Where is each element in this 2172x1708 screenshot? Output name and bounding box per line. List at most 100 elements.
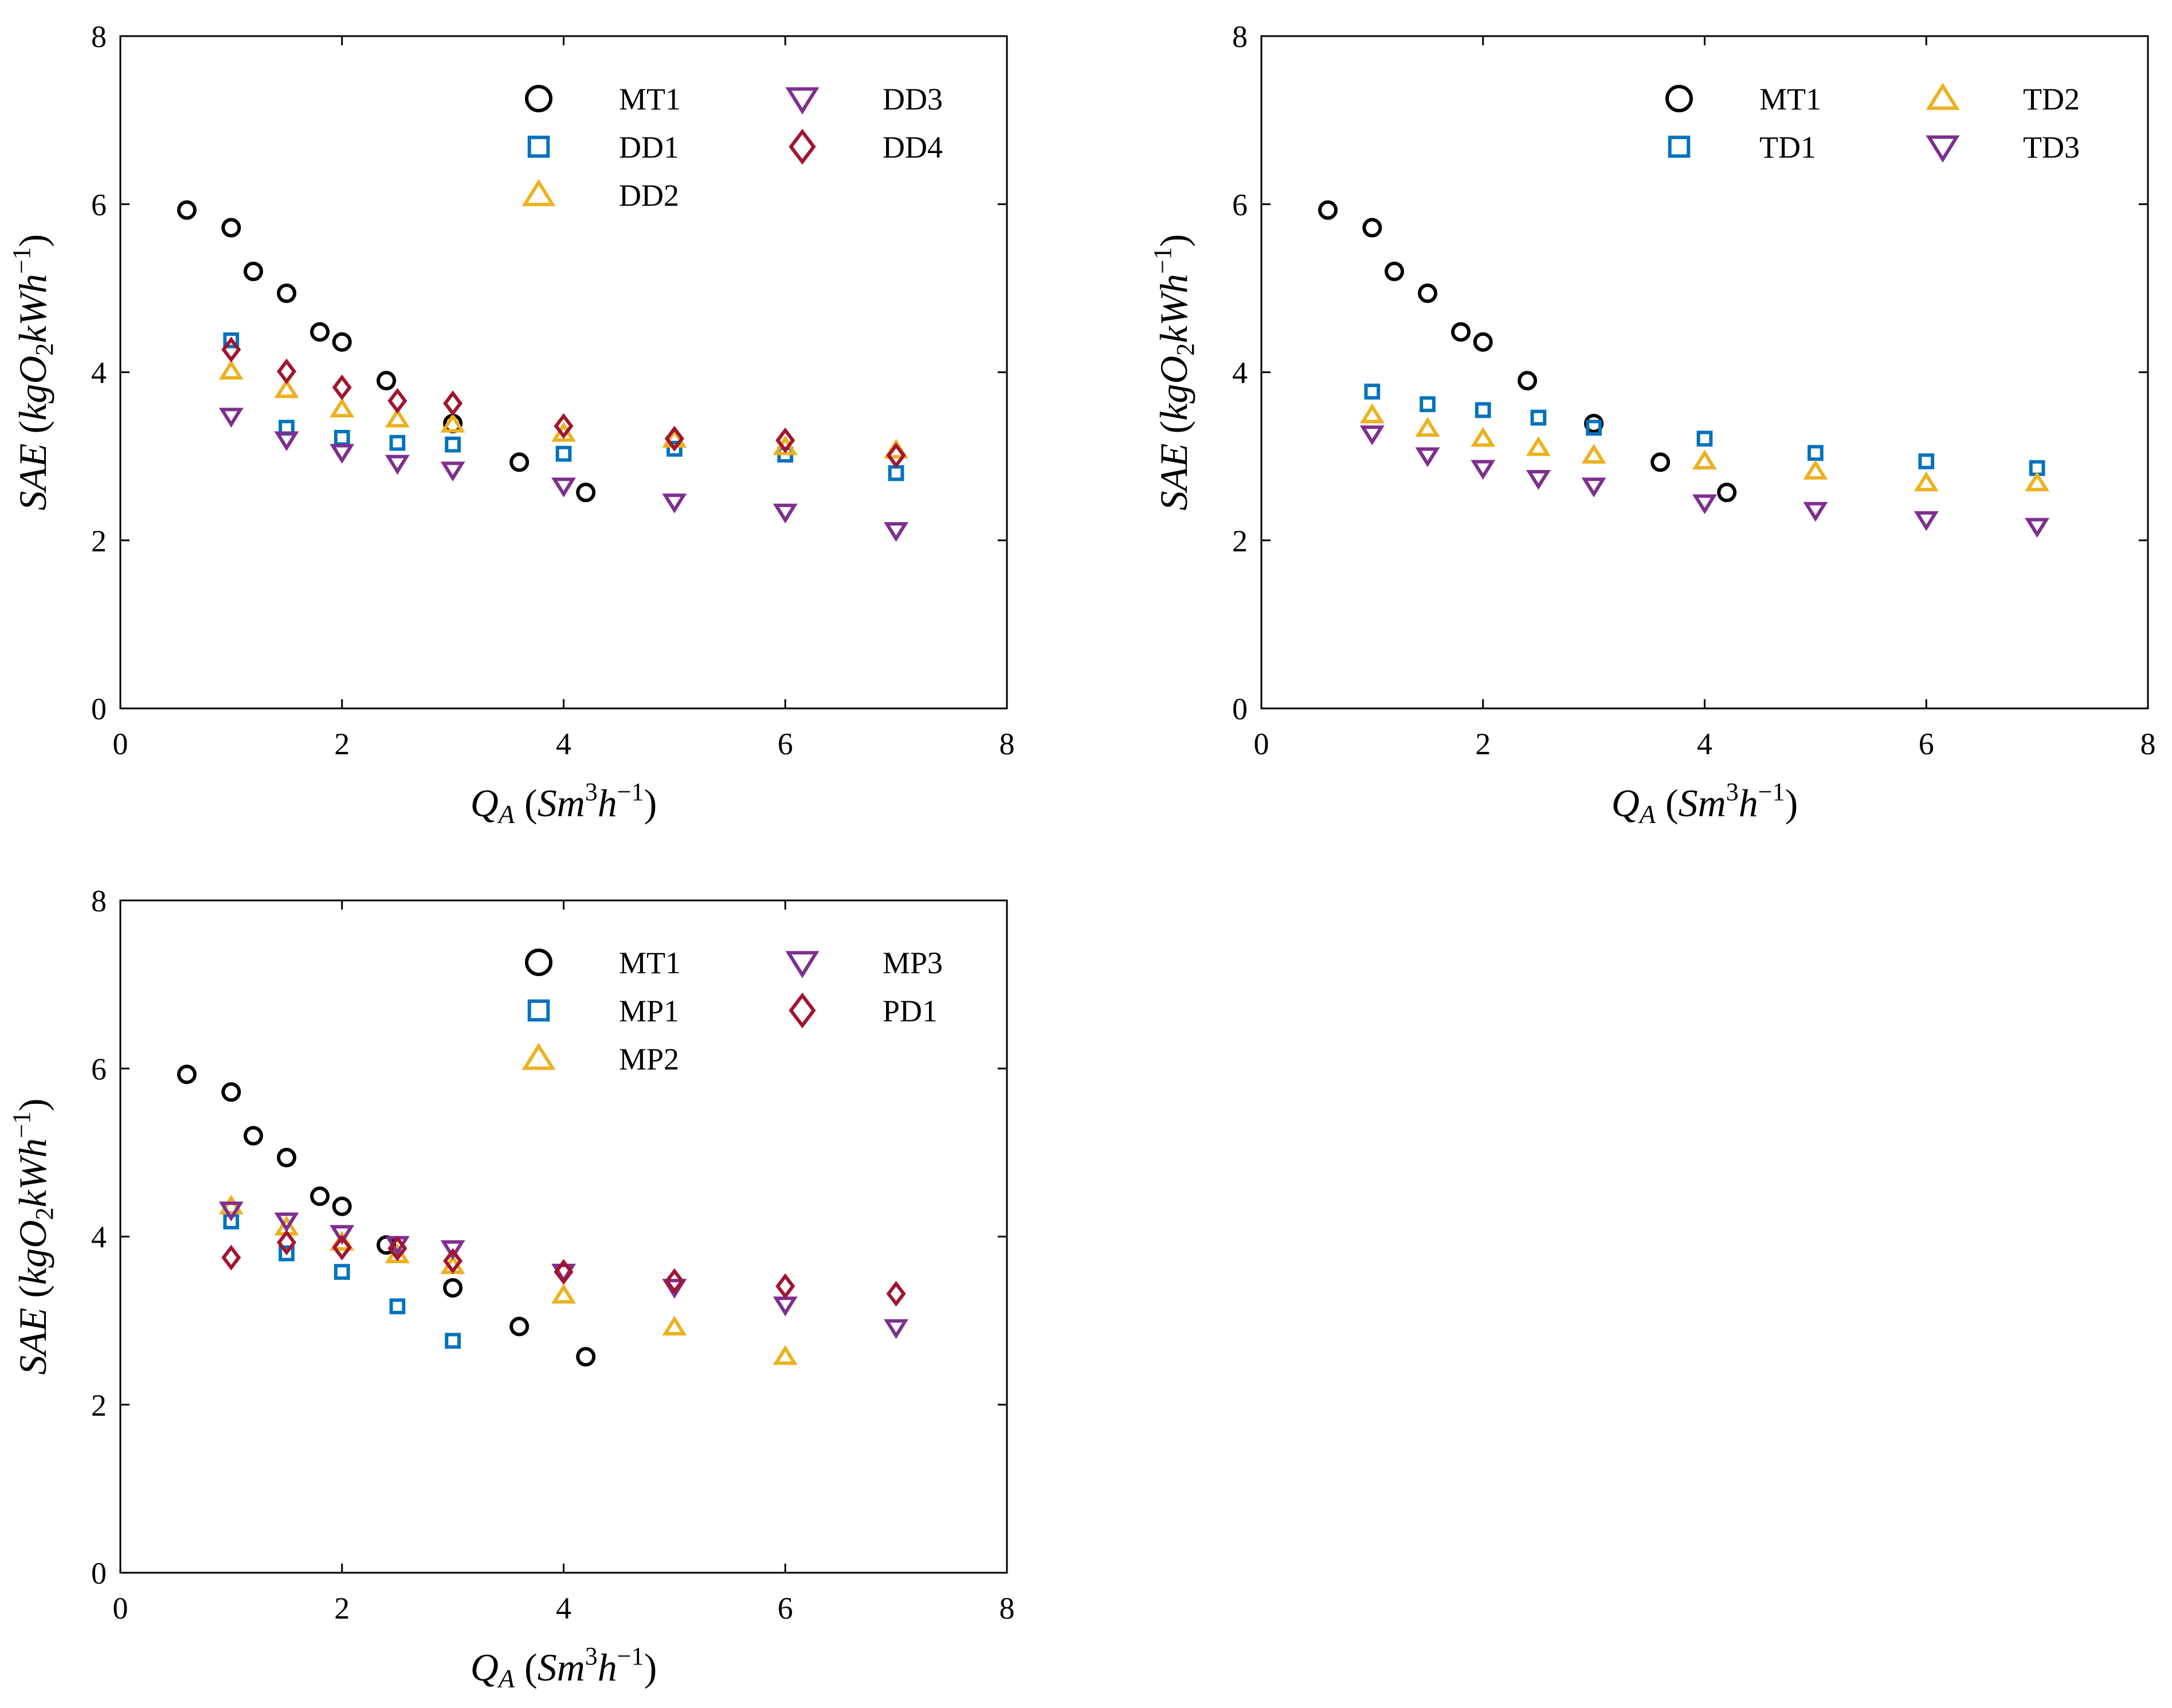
data-point-dd2 [218, 359, 244, 380]
data-point-pd1 [276, 1229, 297, 1256]
legend-marker-mt1 [1665, 85, 1693, 112]
data-point-td2 [1581, 444, 1606, 464]
x-tick-label: 8 [999, 727, 1015, 761]
legend-label-dd3: DD3 [883, 82, 943, 116]
data-point-mt1 [310, 1186, 330, 1206]
legend-marker-td1 [1668, 135, 1691, 158]
data-point-dd3 [884, 522, 909, 542]
series-mt1 [177, 1064, 596, 1367]
legend-label-pd1: PD1 [883, 994, 938, 1028]
series-mp3 [218, 1201, 909, 1339]
data-point-mt1 [1451, 322, 1471, 342]
data-point-td3 [1415, 447, 1440, 468]
y-axis-label: SAE (kgO2kWh−1) [7, 234, 58, 510]
y-tick-label: 6 [1232, 187, 1248, 222]
data-point-td3 [1581, 477, 1606, 497]
data-point-td3 [1471, 460, 1496, 480]
y-tick-label: 2 [1232, 524, 1248, 558]
data-point-dd1 [389, 434, 406, 451]
data-point-mt1 [310, 322, 330, 342]
data-point-mt1 [1385, 261, 1405, 281]
x-tick-label: 6 [778, 727, 793, 761]
legend: MT1 DD1 DD2 DD3 DD4 [522, 82, 943, 213]
data-point-mt1 [332, 332, 352, 352]
legend-label-mt1: MT1 [619, 82, 681, 116]
data-point-td1 [1364, 383, 1381, 400]
data-point-mp2 [551, 1283, 576, 1304]
x-tick-label: 8 [999, 1591, 1015, 1625]
plot-area-frame [119, 35, 1008, 710]
legend: MT1 MP1 MP2 MP3 PD1 [522, 946, 943, 1076]
legend-label-mp3: MP3 [883, 946, 943, 980]
data-point-mp3 [274, 1212, 299, 1233]
legend-marker-mt1 [525, 85, 552, 112]
legend-marker-dd4 [789, 128, 816, 165]
data-point-td2 [1526, 436, 1551, 456]
data-point-mp3 [330, 1225, 355, 1245]
data-point-td3 [1359, 425, 1385, 445]
data-point-dd3 [662, 493, 687, 514]
y-tick-label: 8 [1232, 19, 1248, 54]
data-point-dd1 [667, 441, 683, 457]
data-point-dd3 [330, 444, 355, 464]
series-mt1 [1318, 200, 1737, 503]
data-point-mt1 [509, 1317, 530, 1337]
legend-label-dd1: DD1 [619, 130, 679, 164]
x-tick-label: 2 [334, 1591, 350, 1625]
series-td2 [1359, 403, 2050, 492]
data-point-dd4 [554, 413, 574, 439]
data-point-pd1 [886, 1280, 906, 1307]
data-point-td3 [2025, 518, 2050, 538]
data-point-dd3 [385, 455, 410, 475]
data-point-td3 [1803, 502, 1828, 522]
y-tick-label: 4 [1232, 356, 1248, 390]
data-point-td3 [1914, 511, 1939, 531]
legend-marker-mp1 [527, 999, 550, 1022]
data-point-td3 [1692, 494, 1717, 515]
data-point-dd2 [385, 408, 410, 428]
data-point-pd1 [332, 1235, 352, 1261]
legend-marker-mp3 [785, 951, 820, 978]
x-tick-label: 4 [556, 727, 571, 761]
data-point-mp3 [218, 1201, 244, 1221]
x-tick-label: 0 [113, 1591, 128, 1625]
data-point-td2 [1803, 460, 1828, 480]
data-point-td3 [1526, 470, 1551, 490]
data-point-mt1 [1518, 371, 1538, 391]
data-point-dd4 [664, 425, 684, 452]
y-tick-label: 0 [91, 1556, 107, 1591]
legend-label-mt1: MT1 [619, 946, 681, 980]
data-point-pd1 [664, 1268, 684, 1294]
data-point-td2 [1471, 426, 1496, 447]
y-tick-label: 6 [91, 187, 107, 222]
data-point-mp1 [334, 1264, 350, 1280]
x-tick-label: 0 [1254, 727, 1269, 761]
data-point-mt1 [576, 1347, 596, 1367]
legend-label-td3: TD3 [2023, 130, 2080, 164]
x-axis-label: QA (Sm3h−1) [1612, 778, 1798, 829]
data-point-dd4 [387, 387, 407, 414]
y-tick-label: 0 [91, 692, 107, 726]
x-tick-label: 2 [1475, 727, 1491, 761]
data-point-mt1 [177, 200, 197, 220]
data-point-mt1 [1318, 200, 1338, 220]
legend-label-mp1: MP1 [619, 994, 679, 1028]
data-point-mt1 [221, 218, 241, 238]
series-mp1 [223, 1213, 461, 1349]
y-tick-label: 8 [91, 19, 107, 54]
data-point-dd1 [334, 430, 350, 446]
data-point-td1 [1420, 396, 1436, 413]
y-tick-label: 2 [91, 1388, 107, 1423]
x-tick-label: 0 [113, 727, 128, 761]
data-point-mt1 [1650, 452, 1671, 472]
data-point-mt1 [221, 1082, 241, 1102]
data-point-mt1 [177, 1064, 197, 1084]
data-point-mt1 [1418, 283, 1438, 303]
data-point-td1 [1696, 430, 1713, 447]
data-point-mp1 [445, 1333, 461, 1349]
data-point-dd4 [886, 442, 906, 469]
data-point-mp1 [389, 1298, 406, 1315]
data-point-dd3 [274, 431, 299, 452]
legend-marker-pd1 [789, 992, 816, 1029]
